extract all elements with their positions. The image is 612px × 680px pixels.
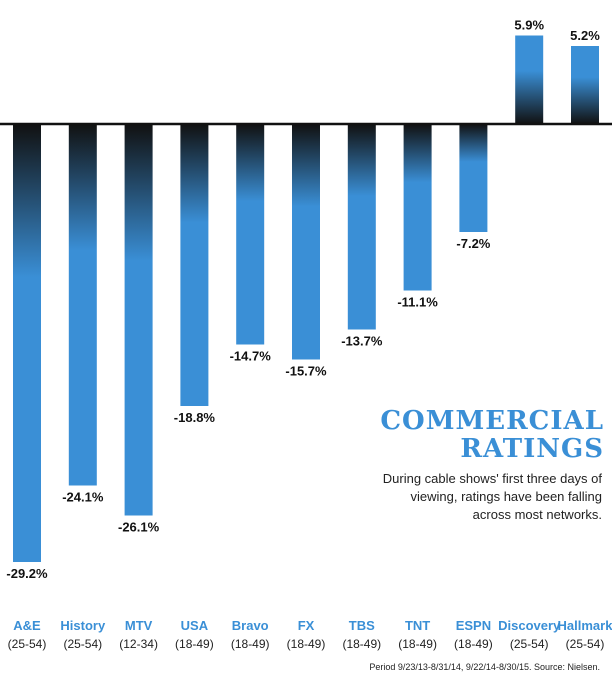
- value-label-fx: -15.7%: [285, 364, 327, 379]
- value-label-history: -24.1%: [62, 490, 104, 505]
- labels-group: -29.2% A&E (25-54) -24.1% History (25-54) -26.…: [6, 18, 612, 652]
- bar-history: [68, 124, 97, 486]
- chart-title-line-1: COMMERCIAL: [380, 406, 604, 436]
- bar-discovery: [515, 35, 544, 124]
- demo-label-usa: (18-49): [175, 637, 214, 651]
- bar-fx: [292, 124, 320, 360]
- value-label-discovery: 5.9%: [514, 18, 544, 33]
- bar-bravo: [236, 124, 265, 345]
- demo-label-mtv: (12-34): [119, 637, 158, 651]
- value-label-tbs: -13.7%: [341, 334, 383, 349]
- category-label-mtv: MTV: [125, 618, 153, 633]
- bar-espn: [459, 124, 488, 232]
- demo-label-espn: (18-49): [454, 637, 493, 651]
- category-label-tbs: TBS: [349, 618, 375, 633]
- demo-label-fx: (18-49): [287, 637, 326, 651]
- value-label-usa: -18.8%: [174, 410, 216, 425]
- bars-group: [13, 35, 599, 562]
- value-label-mtv: -26.1%: [118, 520, 160, 535]
- demo-label-hallmark: (25-54): [566, 637, 605, 651]
- category-label-espn: ESPN: [456, 618, 491, 633]
- chart-subtitle: During cable shows' first three days of …: [382, 471, 602, 522]
- demo-label-tnt: (18-49): [398, 637, 437, 651]
- source-note: Period 9/23/13-8/31/14, 9/22/14-8/30/15.…: [369, 662, 600, 672]
- bar-tnt: [403, 124, 432, 291]
- value-label-hallmark: 5.2%: [570, 28, 600, 43]
- value-label-espn: -7.2%: [456, 236, 490, 251]
- bar-a-e: [13, 124, 41, 562]
- category-label-history: History: [60, 618, 106, 633]
- category-label-fx: FX: [298, 618, 315, 633]
- value-label-bravo: -14.7%: [230, 349, 272, 364]
- category-label-a-e: A&E: [13, 618, 41, 633]
- chart-title: COMMERCIAL RATINGS: [380, 407, 604, 463]
- value-label-a-e: -29.2%: [6, 566, 48, 581]
- chart-title-line-2: RATINGS: [460, 434, 604, 464]
- demo-label-history: (25-54): [63, 637, 102, 651]
- value-label-tnt: -11.1%: [397, 295, 438, 310]
- category-label-bravo: Bravo: [232, 618, 269, 633]
- demo-label-discovery: (25-54): [510, 637, 549, 651]
- category-label-usa: USA: [181, 618, 209, 633]
- category-label-hallmark: Hallmark: [558, 618, 612, 633]
- demo-label-tbs: (18-49): [342, 637, 381, 651]
- bar-usa: [180, 124, 209, 406]
- demo-label-a-e: (25-54): [8, 637, 47, 651]
- bar-mtv: [124, 124, 153, 516]
- bar-hallmark: [571, 46, 599, 124]
- bar-tbs: [347, 124, 376, 330]
- demo-label-bravo: (18-49): [231, 637, 270, 651]
- category-label-tnt: TNT: [405, 618, 430, 633]
- category-label-discovery: Discovery: [498, 618, 561, 633]
